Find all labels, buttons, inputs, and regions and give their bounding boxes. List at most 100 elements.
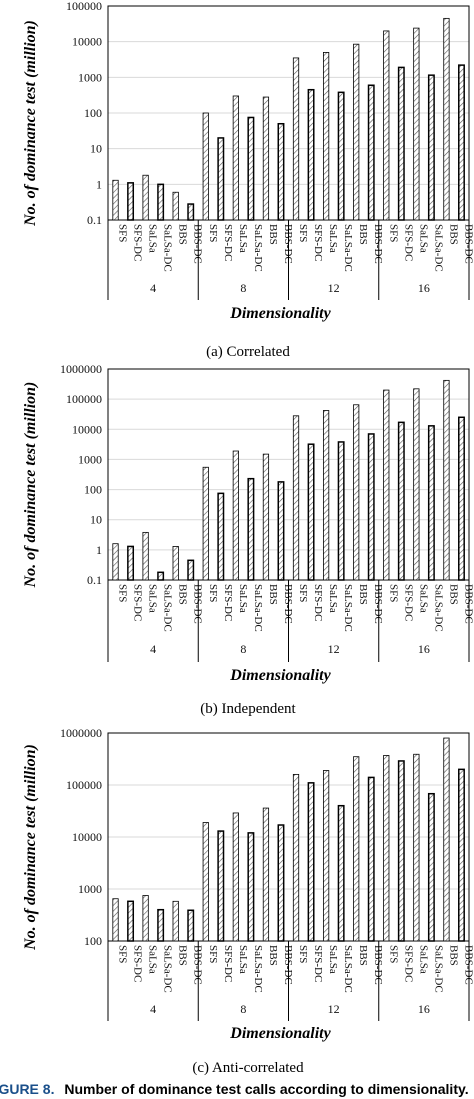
category-label: SaLSa: [237, 584, 249, 613]
category-label: BBS: [267, 224, 279, 245]
category-label: BBS: [447, 945, 459, 966]
bar: [307, 782, 315, 942]
bar: [413, 388, 420, 581]
category-label: SaLSa-DC: [432, 584, 444, 632]
category-label: SaLSa-DC: [252, 584, 264, 632]
bar: [277, 122, 285, 221]
category-label: SaLSa-DC: [432, 224, 444, 272]
category-label: BBS-DC: [192, 945, 204, 985]
category-label: SaLSa-DC: [342, 945, 354, 993]
bar: [157, 908, 165, 942]
bar: [202, 112, 209, 221]
bar: [112, 543, 119, 581]
category-label: BBS-DC: [372, 945, 384, 985]
x-axis-label: Dimensionality: [229, 305, 331, 322]
bar: [262, 807, 270, 942]
bar: [337, 804, 345, 942]
y-tick-label: 100: [84, 106, 102, 120]
y-tick-label: 1000000: [60, 726, 102, 740]
category-label: BBS-DC: [282, 945, 294, 985]
category-label: SaLSa: [237, 945, 249, 974]
bar: [187, 909, 195, 942]
category-label: SFS: [117, 584, 129, 602]
category-label: BBS-DC: [372, 224, 384, 264]
bar: [413, 27, 420, 221]
bar: [292, 773, 300, 942]
group-label: 16: [418, 642, 430, 656]
bar: [247, 116, 255, 221]
category-label: SFS: [207, 584, 219, 602]
y-tick-label: 1000: [78, 70, 102, 84]
bar: [112, 898, 119, 942]
bar: [337, 91, 345, 221]
bar: [322, 52, 330, 221]
bar: [322, 770, 330, 942]
category-label: SFS-DC: [222, 584, 234, 621]
bar: [383, 30, 390, 221]
bar: [172, 546, 179, 581]
category-label: SFS-DC: [132, 224, 144, 261]
bar: [397, 421, 405, 581]
category-label: SFS-DC: [132, 945, 144, 982]
bar: [232, 812, 239, 942]
bar: [458, 64, 465, 221]
category-label: BBS-DC: [192, 224, 204, 264]
bar: [217, 492, 225, 581]
bar: [307, 443, 315, 581]
group-label: 12: [328, 642, 340, 656]
y-tick-label: 100000: [66, 392, 102, 406]
bar: [292, 57, 300, 221]
bar: [292, 415, 300, 581]
bar: [383, 389, 390, 581]
category-label: SaLSa-DC: [162, 224, 174, 272]
category-label: SaLSa: [327, 224, 339, 253]
category-label: SaLSa: [147, 224, 159, 253]
bar: [172, 191, 179, 221]
bar: [262, 453, 270, 581]
y-tick-label: 10000: [72, 422, 102, 436]
category-label: BBS-DC: [282, 224, 294, 264]
bar: [458, 768, 465, 942]
y-tick-label: 100: [84, 483, 102, 497]
group-label: 12: [328, 281, 340, 295]
category-label: SFS: [387, 584, 399, 602]
y-tick-label: 1000000: [60, 362, 102, 376]
category-label: SFS-DC: [312, 224, 324, 261]
category-label: SFS-DC: [312, 945, 324, 982]
bar: [217, 830, 225, 942]
y-tick-label: 100: [84, 934, 102, 948]
category-label: SFS: [207, 224, 219, 242]
category-label: BBS: [357, 224, 369, 245]
bar: [337, 441, 345, 581]
category-label: BBS: [447, 224, 459, 245]
bar: [247, 832, 255, 942]
bar: [262, 96, 270, 221]
category-label: SaLSa-DC: [162, 584, 174, 632]
category-label: BBS-DC: [462, 945, 474, 985]
group-label: 16: [418, 281, 430, 295]
category-label: SaLSa: [147, 584, 159, 613]
category-label: SFS-DC: [402, 584, 414, 621]
group-label: 8: [240, 281, 246, 295]
category-label: SFS: [297, 945, 309, 963]
y-axis-label: No. of dominance test (million): [22, 382, 39, 589]
bar: [443, 379, 450, 581]
bar: [427, 425, 435, 581]
category-label: SFS-DC: [312, 584, 324, 621]
category-label: BBS-DC: [462, 584, 474, 624]
bar: [247, 477, 255, 581]
bar: [127, 545, 135, 581]
category-label: SFS: [207, 945, 219, 963]
bar: [353, 756, 360, 942]
bar: [202, 822, 209, 942]
chart-caption: (c) Anti-correlated: [192, 1060, 304, 1076]
y-tick-label: 1: [96, 543, 102, 557]
category-label: BBS-DC: [282, 584, 294, 624]
category-label: SFS: [297, 224, 309, 242]
bar: [353, 43, 360, 221]
category-label: SaLSa: [417, 945, 429, 974]
category-label: SFS-DC: [222, 945, 234, 982]
